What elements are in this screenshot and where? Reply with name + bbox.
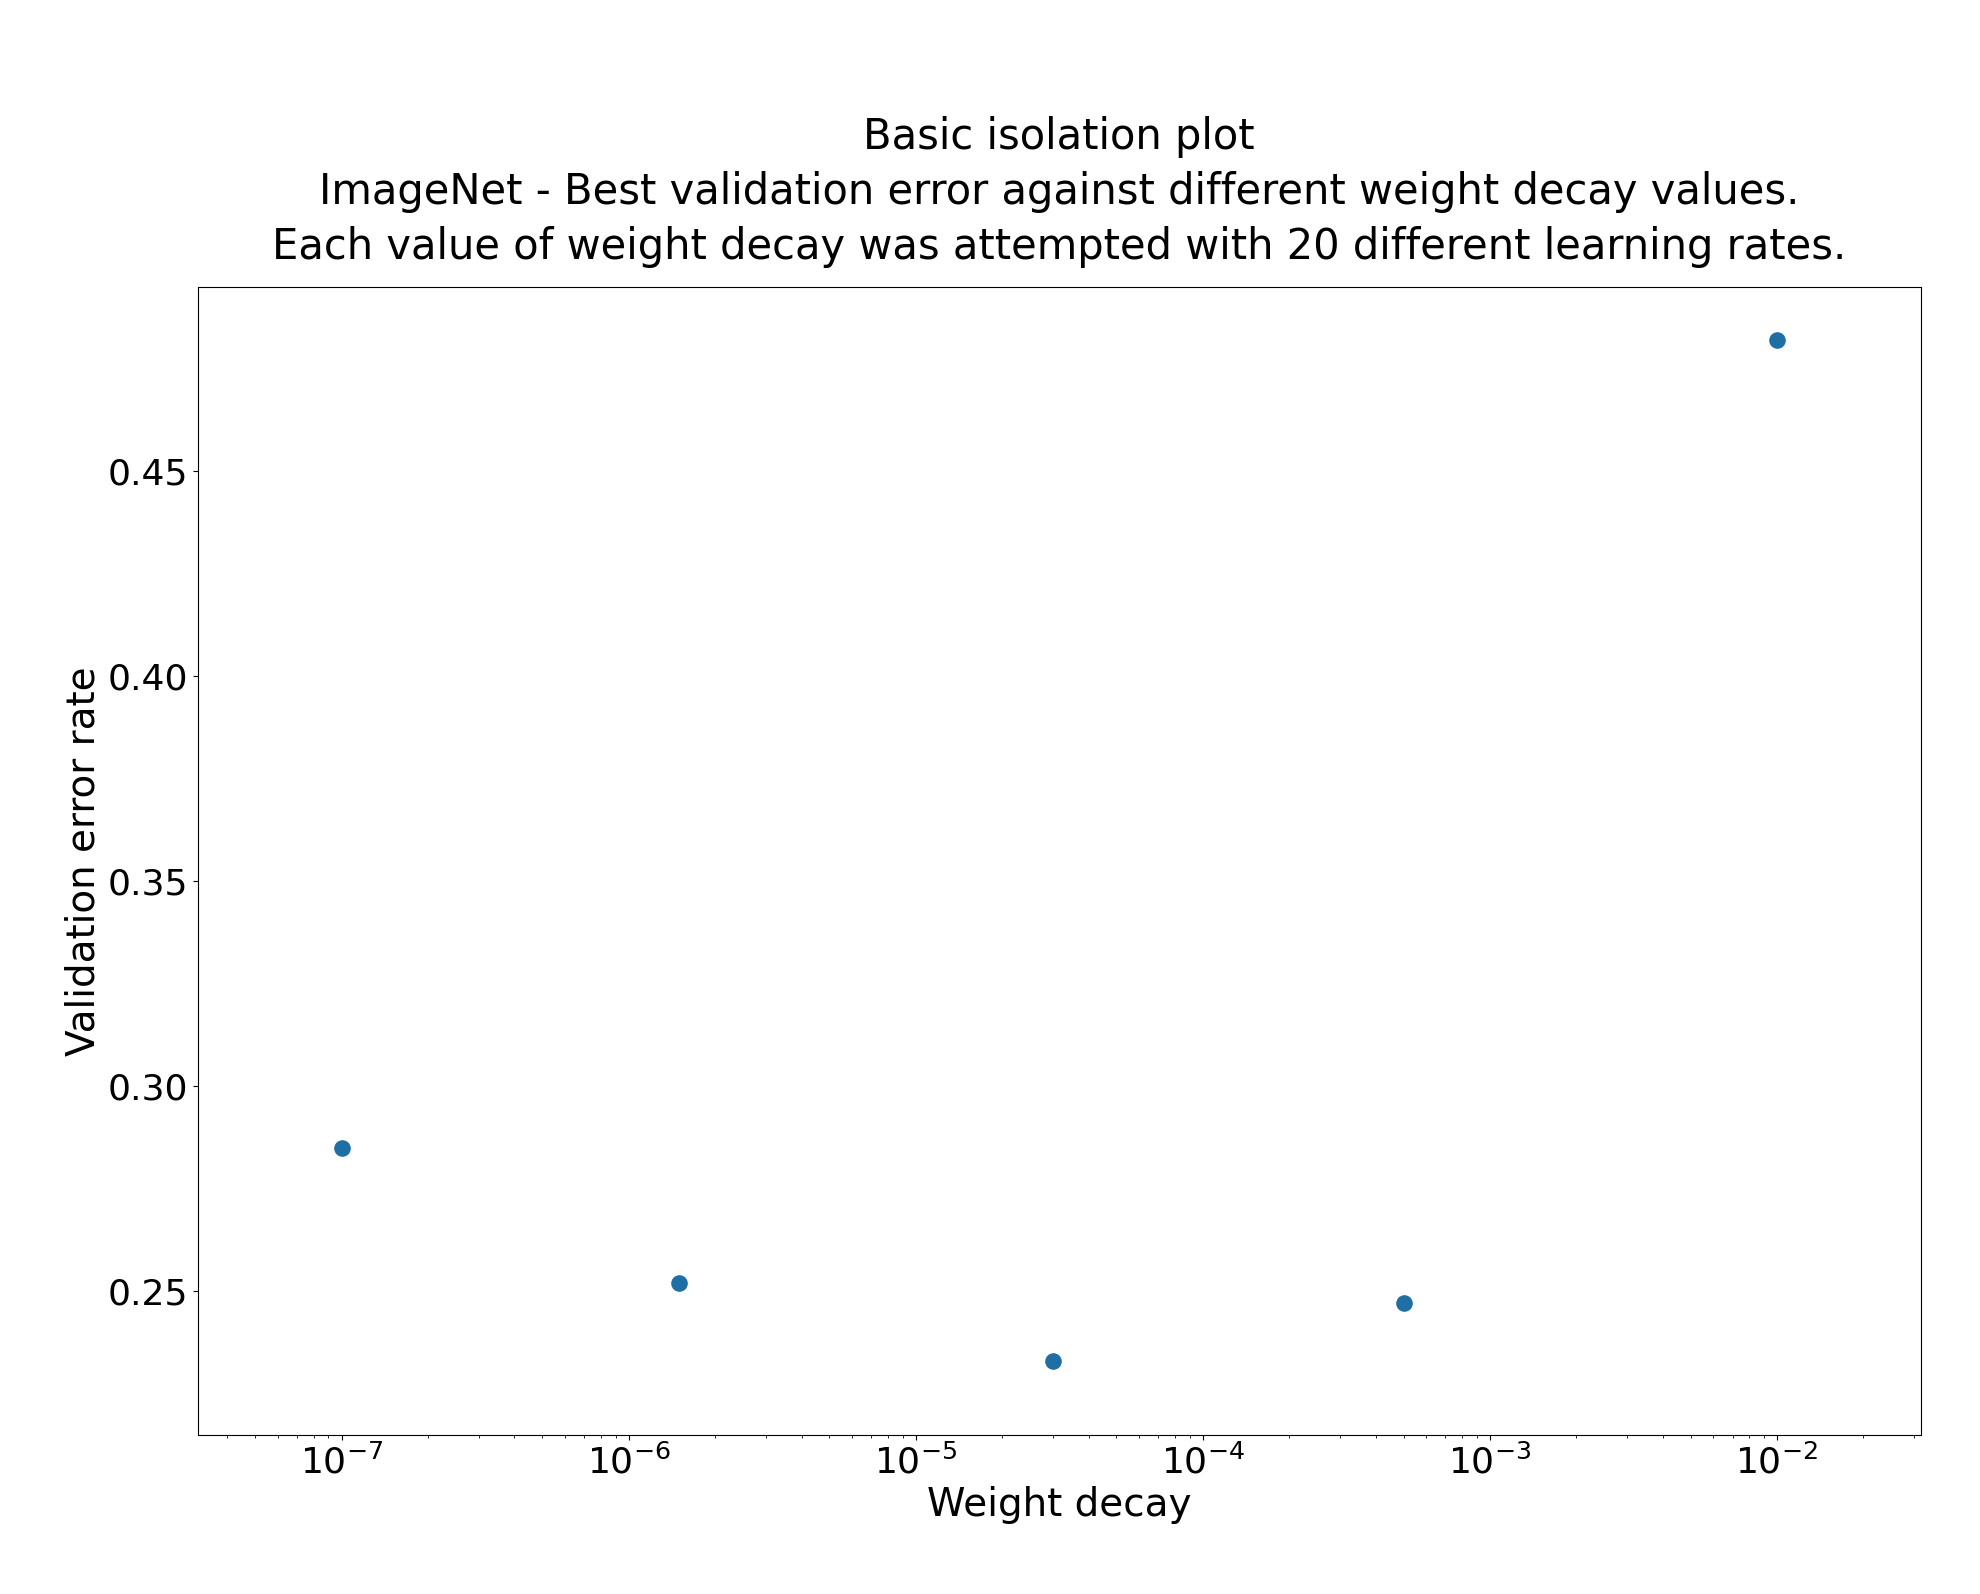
Point [1762,327,1794,352]
X-axis label: Weight decay: Weight decay [927,1486,1192,1524]
Y-axis label: Validation error rate: Validation error rate [63,666,103,1055]
Point [1388,1291,1420,1317]
Point [1038,1349,1069,1374]
Point [327,1135,358,1160]
Point [663,1270,695,1296]
Title: Basic isolation plot
ImageNet - Best validation error against different weight d: Basic isolation plot ImageNet - Best val… [271,116,1847,268]
